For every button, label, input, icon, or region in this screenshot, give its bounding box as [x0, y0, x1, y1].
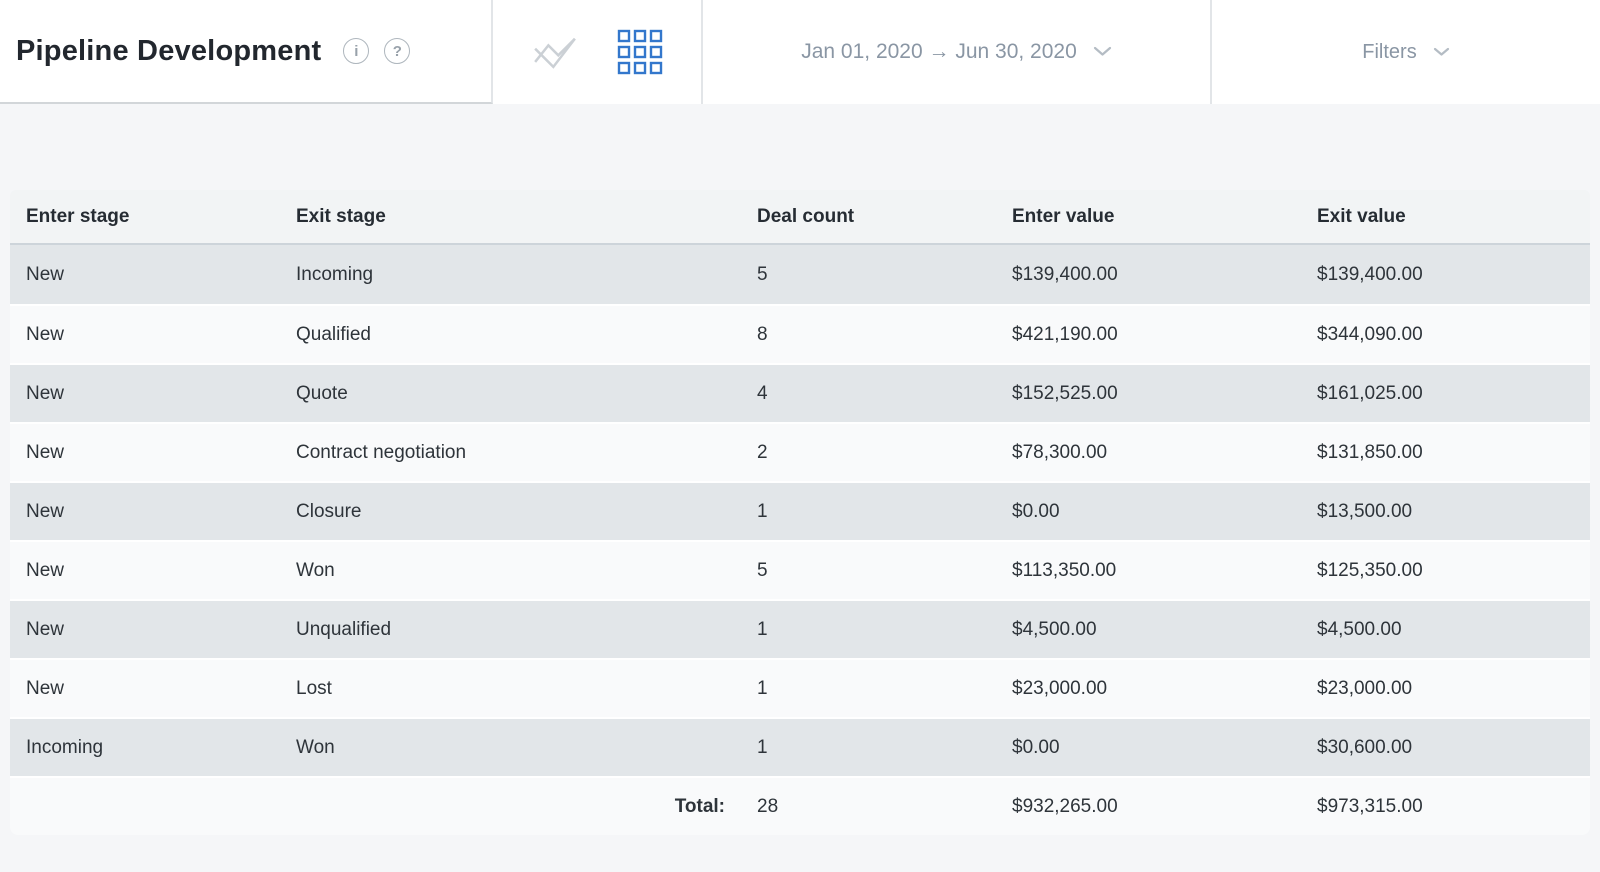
- table-cell-enter-stage: New: [10, 363, 280, 422]
- table-cell-deal-count: 1: [741, 599, 996, 658]
- table-row[interactable]: New Incoming 5 $139,400.00 $139,400.00: [10, 245, 1590, 304]
- table-cell-enter-value: $23,000.00: [996, 658, 1301, 717]
- view-toggle-section: [493, 0, 703, 104]
- table-row[interactable]: New Won 5 $113,350.00 $125,350.00: [10, 540, 1590, 599]
- table-cell-enter-stage: New: [10, 481, 280, 540]
- info-icon[interactable]: i: [343, 38, 370, 64]
- table-row[interactable]: New Lost 1 $23,000.00 $23,000.00: [10, 658, 1590, 717]
- table-footer: Total: 28 $932,265.00 $973,315.00: [10, 776, 1590, 835]
- grid-view-icon: [617, 29, 663, 75]
- table-header: Enter stage Exit stage Deal count Enter …: [10, 190, 1590, 245]
- table-cell-exit-stage: Lost: [280, 658, 741, 717]
- table-cell-deal-count: 1: [741, 717, 996, 776]
- table-cell-deal-count: 4: [741, 363, 996, 422]
- column-header-enter-stage[interactable]: Enter stage: [10, 190, 280, 245]
- page-title: Pipeline Development: [16, 34, 322, 67]
- table-cell-deal-count: 1: [741, 658, 996, 717]
- table-cell-enter-stage: New: [10, 658, 280, 717]
- table-row[interactable]: New Unqualified 1 $4,500.00 $4,500.00: [10, 599, 1590, 658]
- chevron-down-icon: [1093, 45, 1112, 60]
- table-cell-enter-value: $421,190.00: [996, 304, 1301, 363]
- table-cell-enter-value: $152,525.00: [996, 363, 1301, 422]
- column-header-enter-value[interactable]: Enter value: [996, 190, 1301, 245]
- total-enter-value: $932,265.00: [996, 776, 1301, 835]
- info-icon-glyph: i: [354, 42, 359, 60]
- total-label: Total:: [10, 776, 741, 835]
- table-view-toggle[interactable]: [617, 29, 663, 75]
- table-cell-deal-count: 1: [741, 481, 996, 540]
- table-cell-deal-count: 8: [741, 304, 996, 363]
- table-cell-enter-stage: New: [10, 599, 280, 658]
- column-header-deal-count[interactable]: Deal count: [741, 190, 996, 245]
- table-header-row: Enter stage Exit stage Deal count Enter …: [10, 190, 1590, 245]
- date-range-label: Jan 01, 2020 → Jun 30, 2020: [801, 40, 1077, 63]
- table-cell-exit-stage: Won: [280, 717, 741, 776]
- table-cell-exit-stage: Unqualified: [280, 599, 741, 658]
- line-chart-icon: [534, 37, 576, 69]
- table-cell-exit-value: $23,000.00: [1301, 658, 1590, 717]
- table-cell-deal-count: 5: [741, 540, 996, 599]
- table-cell-exit-stage: Incoming: [280, 245, 741, 304]
- table-cell-deal-count: 5: [741, 245, 996, 304]
- table-cell-enter-value: $113,350.00: [996, 540, 1301, 599]
- filters-dropdown[interactable]: Filters: [1362, 41, 1449, 64]
- table-cell-exit-value: $161,025.00: [1301, 363, 1590, 422]
- table-cell-deal-count: 2: [741, 422, 996, 481]
- table-row[interactable]: Incoming Won 1 $0.00 $30,600.00: [10, 717, 1590, 776]
- help-icon-glyph: ?: [392, 42, 402, 60]
- table-body: New Incoming 5 $139,400.00 $139,400.00 New Qua…: [10, 245, 1590, 776]
- table-cell-enter-value: $0.00: [996, 481, 1301, 540]
- table-row[interactable]: New Contract negotiation 2 $78,300.00 $131,8…: [10, 422, 1590, 481]
- table-cell-exit-value: $139,400.00: [1301, 245, 1590, 304]
- table-cell-enter-value: $0.00: [996, 717, 1301, 776]
- table-cell-enter-value: $78,300.00: [996, 422, 1301, 481]
- table-cell-exit-stage: Contract negotiation: [280, 422, 741, 481]
- column-header-exit-stage[interactable]: Exit stage: [280, 190, 741, 245]
- table-cell-exit-stage: Quote: [280, 363, 741, 422]
- chart-view-toggle[interactable]: [531, 32, 579, 72]
- table-cell-exit-value: $4,500.00: [1301, 599, 1590, 658]
- table-cell-enter-stage: New: [10, 304, 280, 363]
- table-cell-exit-value: $125,350.00: [1301, 540, 1590, 599]
- report-header: Pipeline Development i ? J: [0, 0, 1600, 104]
- table-cell-exit-value: $131,850.00: [1301, 422, 1590, 481]
- date-range-picker[interactable]: Jan 01, 2020 → Jun 30, 2020: [801, 40, 1112, 64]
- table-cell-enter-stage: Incoming: [10, 717, 280, 776]
- filters-label: Filters: [1362, 40, 1417, 63]
- table-cell-exit-stage: Qualified: [280, 304, 741, 363]
- table-cell-exit-value: $344,090.00: [1301, 304, 1590, 363]
- table-cell-exit-value: $30,600.00: [1301, 717, 1590, 776]
- table-row[interactable]: New Closure 1 $0.00 $13,500.00: [10, 481, 1590, 540]
- table-cell-enter-stage: New: [10, 422, 280, 481]
- pipeline-development-table: Enter stage Exit stage Deal count Enter …: [10, 190, 1590, 835]
- column-header-exit-value[interactable]: Exit value: [1301, 190, 1590, 245]
- table-row[interactable]: New Quote 4 $152,525.00 $161,025.00: [10, 363, 1590, 422]
- table-cell-exit-stage: Won: [280, 540, 741, 599]
- table-cell-exit-value: $13,500.00: [1301, 481, 1590, 540]
- help-icon[interactable]: ?: [384, 38, 411, 64]
- total-row: Total: 28 $932,265.00 $973,315.00: [10, 776, 1590, 835]
- table-row[interactable]: New Qualified 8 $421,190.00 $344,090.00: [10, 304, 1590, 363]
- total-exit-value: $973,315.00: [1301, 776, 1590, 835]
- filters-section: Filters: [1212, 0, 1600, 104]
- table-cell-enter-stage: New: [10, 245, 280, 304]
- table-cell-enter-value: $4,500.00: [996, 599, 1301, 658]
- report-title-section: Pipeline Development i ?: [0, 0, 493, 104]
- report-content: Enter stage Exit stage Deal count Enter …: [0, 104, 1600, 835]
- table-cell-exit-stage: Closure: [280, 481, 741, 540]
- total-deal-count: 28: [741, 776, 996, 835]
- chevron-down-icon: [1433, 45, 1450, 60]
- date-range-section: Jan 01, 2020 → Jun 30, 2020: [703, 0, 1212, 104]
- table-cell-enter-stage: New: [10, 540, 280, 599]
- table-cell-enter-value: $139,400.00: [996, 245, 1301, 304]
